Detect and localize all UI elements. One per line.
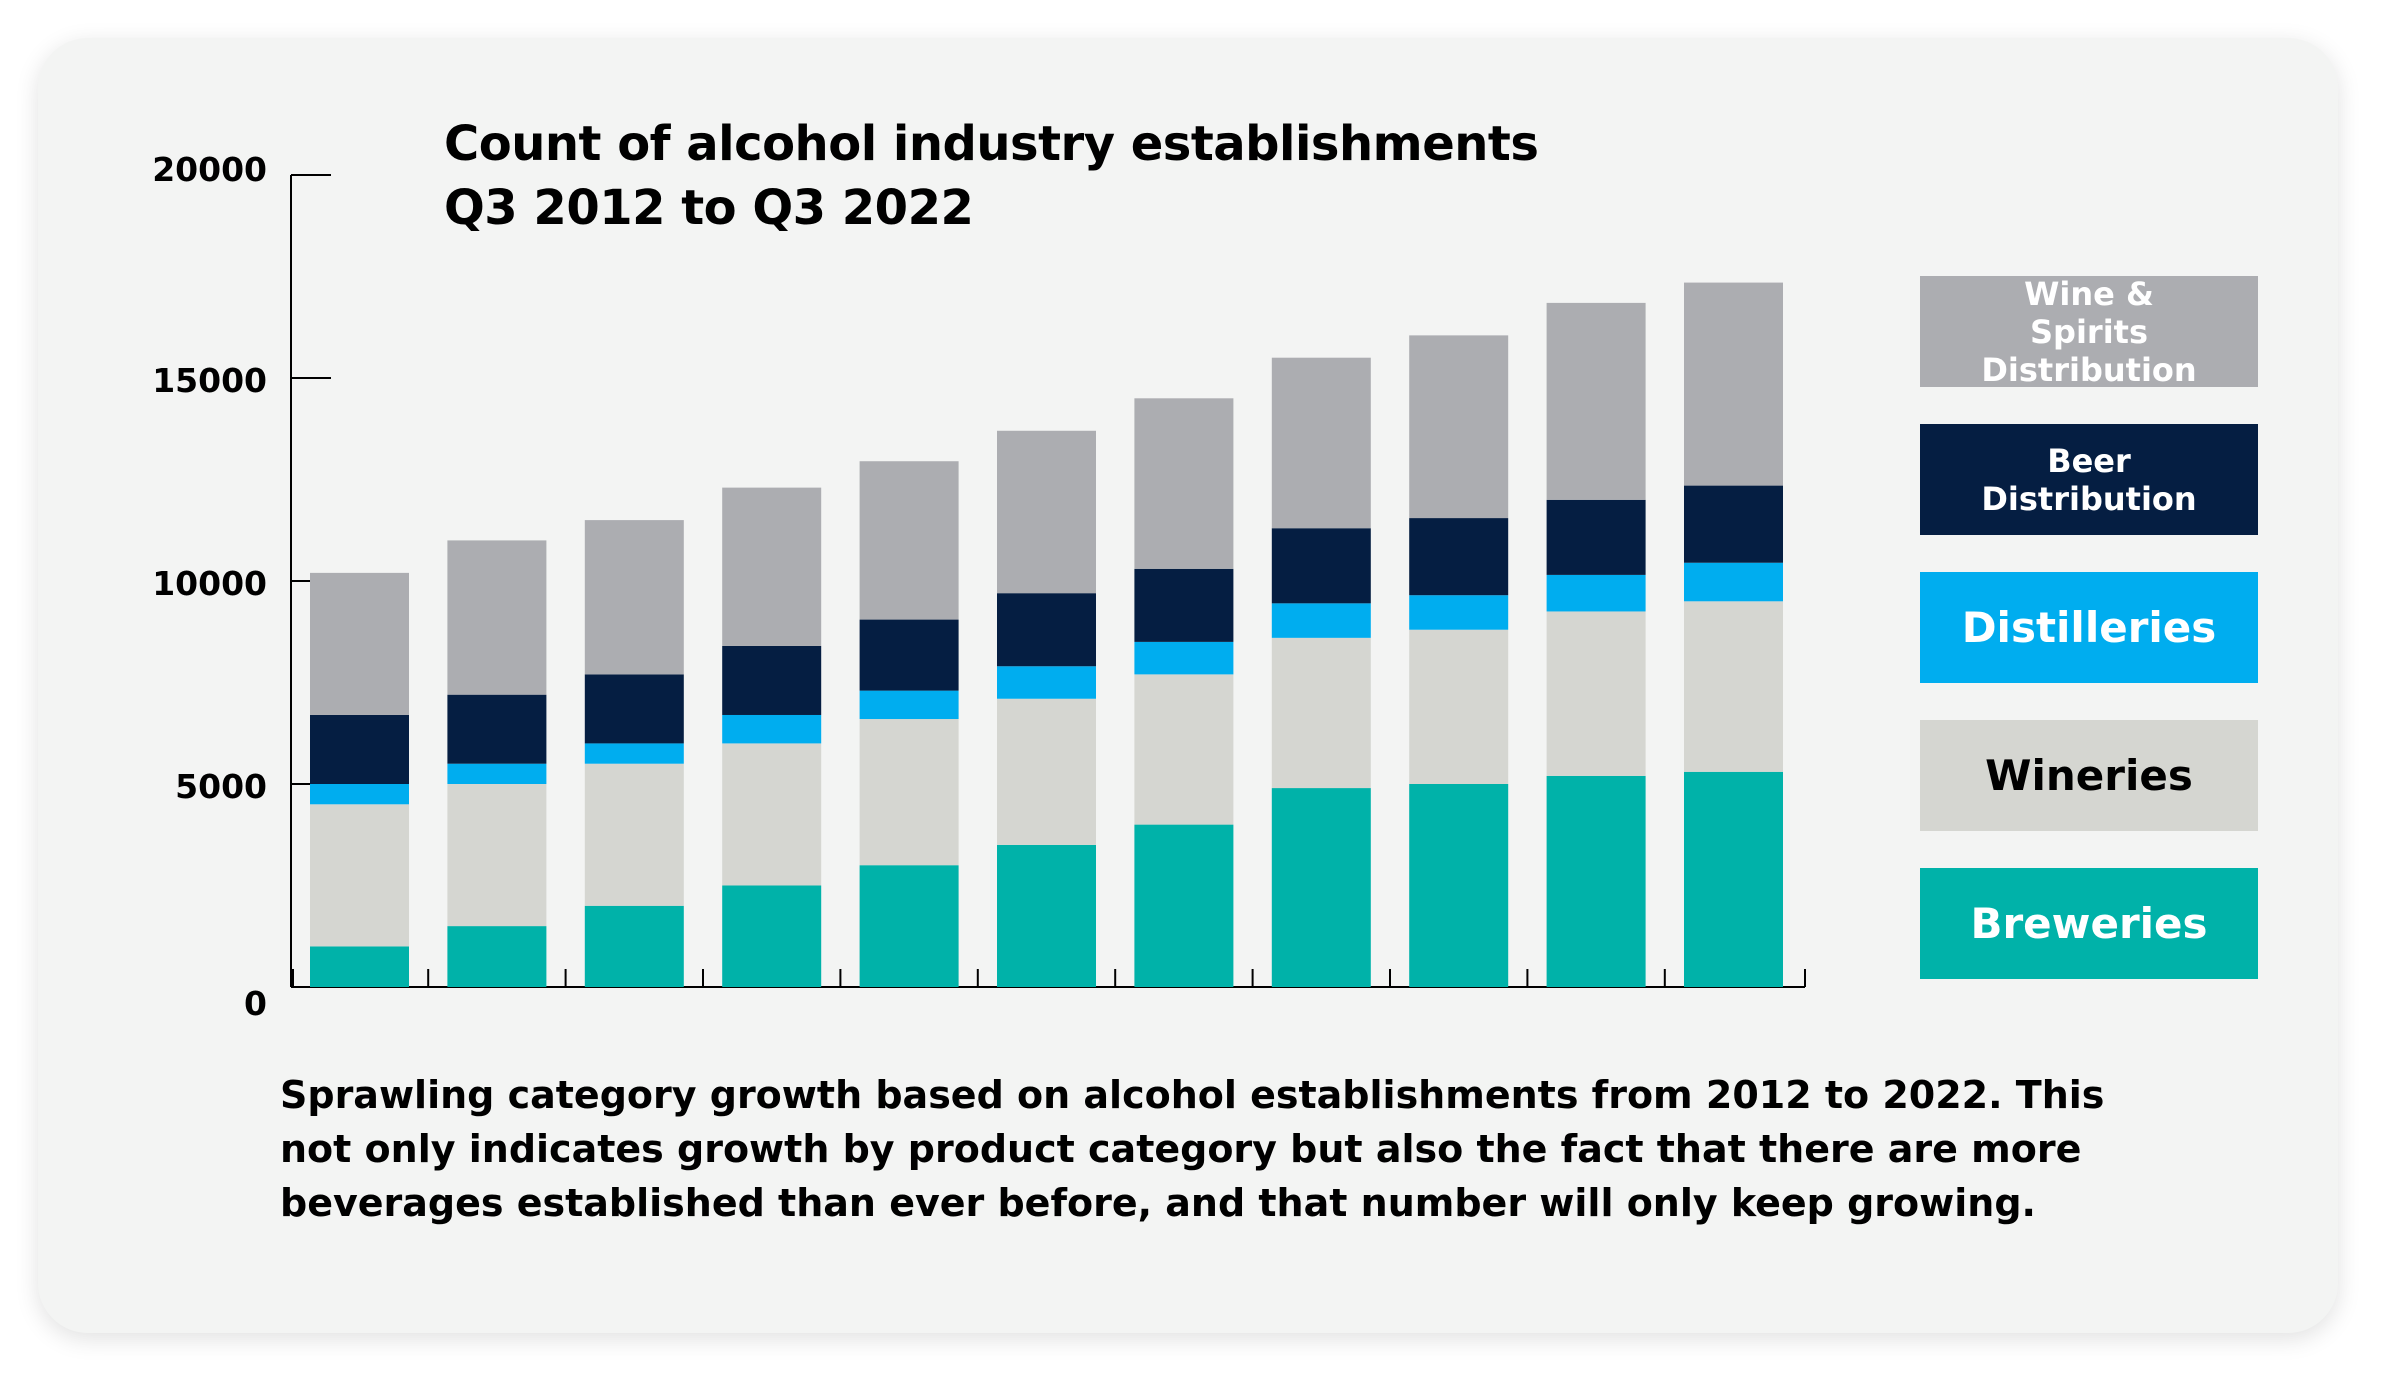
bar-segment-wine-spirits-distribution: Q3 2012 Wine & Spirits Distribution: 350… — [310, 572, 409, 715]
legend-item-wineries: Wineries — [1920, 720, 2258, 831]
bar-segment-beer-distribution: Q3 2016 Beer Distribution: 1750 — [859, 619, 959, 691]
y-tick-label: 20000 — [152, 150, 267, 189]
bar-segment-wineries: Q3 2021 Wineries: 4050 — [1546, 611, 1646, 776]
bar-segment-wineries: Q3 2013 Wineries: 3500 — [447, 784, 547, 927]
bar-segment-beer-distribution: Q3 2022 Beer Distribution: 1900 — [1684, 485, 1783, 563]
bar-segment-beer-distribution: Q3 2017 Beer Distribution: 1800 — [997, 593, 1096, 667]
legend-label: Wine & Spirits Distribution — [1981, 274, 2197, 389]
chart-subtitle: Q3 2012 to Q3 2022 — [444, 180, 974, 236]
bar-segment-distilleries: Q3 2019 Distilleries: 850 — [1271, 603, 1371, 638]
bar-segment-wineries: Q3 2014 Wineries: 3500 — [584, 763, 684, 906]
legend-label: Breweries — [1970, 898, 2208, 948]
bar-segment-wineries: Q3 2015 Wineries: 3500 — [722, 743, 822, 886]
bar-segment-wine-spirits-distribution: Q3 2015 Wine & Spirits Distribution: 390… — [722, 487, 822, 646]
bar-segment-wine-spirits-distribution: Q3 2021 Wine & Spirits Distribution: 485… — [1546, 302, 1646, 500]
bar-segment-beer-distribution: Q3 2021 Beer Distribution: 1850 — [1546, 499, 1646, 575]
chart-title: Count of alcohol industry establishments… — [444, 112, 1539, 240]
bar-segment-distilleries: Q3 2015 Distilleries: 700 — [722, 714, 822, 744]
bar-segment-wineries: Q3 2018 Wineries: 3700 — [1134, 674, 1234, 825]
bar-segment-wine-spirits-distribution: Q3 2022 Wine & Spirits Distribution: 500… — [1684, 282, 1783, 486]
bar-segment-wine-spirits-distribution: Q3 2017 Wine & Spirits Distribution: 400… — [997, 430, 1096, 594]
bar-segment-wine-spirits-distribution: Q3 2019 Wine & Spirits Distribution: 420… — [1271, 357, 1371, 529]
bar-segment-wineries: Q3 2016 Wineries: 3600 — [859, 719, 959, 866]
bar-segment-distilleries: Q3 2022 Distilleries: 950 — [1684, 562, 1783, 602]
bar-segment-distilleries: Q3 2018 Distilleries: 800 — [1134, 641, 1234, 675]
bar-segment-wineries: Q3 2012 Wineries: 3500 — [310, 804, 409, 947]
bar-segment-breweries: Q3 2016 Breweries: 3000 — [859, 865, 959, 987]
y-tick-label: 15000 — [152, 361, 267, 400]
legend-item-breweries: Breweries — [1920, 868, 2258, 979]
bar-segment-wineries: Q3 2020 Wineries: 3800 — [1409, 629, 1509, 784]
bar-segment-wineries: Q3 2022 Wineries: 4200 — [1684, 601, 1783, 772]
bar-segment-distilleries: Q3 2014 Distilleries: 500 — [584, 743, 684, 764]
bar-segment-wineries: Q3 2017 Wineries: 3600 — [997, 698, 1096, 845]
legend-item-distilleries: Distilleries — [1920, 572, 2258, 683]
bar-segment-beer-distribution: Q3 2018 Beer Distribution: 1800 — [1134, 568, 1234, 642]
bar-segment-wine-spirits-distribution: Q3 2020 Wine & Spirits Distribution: 450… — [1409, 335, 1509, 519]
bar-segment-breweries: Q3 2022 Breweries: 5300 — [1684, 771, 1783, 987]
legend-label: Distilleries — [1961, 602, 2217, 652]
bar-segment-beer-distribution: Q3 2014 Beer Distribution: 1700 — [584, 674, 684, 744]
bar-segment-distilleries: Q3 2020 Distilleries: 850 — [1409, 595, 1509, 630]
bar-segment-beer-distribution: Q3 2013 Beer Distribution: 1700 — [447, 694, 547, 764]
bar-segment-beer-distribution: Q3 2015 Beer Distribution: 1700 — [722, 645, 822, 715]
bar-segment-distilleries: Q3 2013 Distilleries: 500 — [447, 763, 547, 784]
bar-segment-breweries: Q3 2013 Breweries: 1500 — [447, 926, 547, 987]
bar-segment-wine-spirits-distribution: Q3 2014 Wine & Spirits Distribution: 380… — [584, 520, 684, 675]
y-tick-label: 5000 — [175, 767, 267, 806]
bar-segment-distilleries: Q3 2017 Distilleries: 800 — [997, 666, 1096, 699]
bar-segment-breweries: Q3 2021 Breweries: 5200 — [1546, 775, 1646, 987]
bar-segment-beer-distribution: Q3 2012 Beer Distribution: 1700 — [310, 714, 409, 784]
bar-segment-distilleries: Q3 2016 Distilleries: 700 — [859, 690, 959, 720]
bar-segment-breweries: Q3 2014 Breweries: 2000 — [584, 905, 684, 987]
bar-segment-wineries: Q3 2019 Wineries: 3700 — [1271, 637, 1371, 789]
bar-segment-beer-distribution: Q3 2020 Beer Distribution: 1900 — [1409, 518, 1509, 596]
bar-segment-breweries: Q3 2015 Breweries: 2500 — [722, 885, 822, 987]
legend-label: Wineries — [1985, 750, 2193, 800]
bar-segment-wine-spirits-distribution: Q3 2013 Wine & Spirits Distribution: 380… — [447, 540, 547, 695]
bar-segment-breweries: Q3 2020 Breweries: 5000 — [1409, 784, 1509, 987]
y-tick-label: 10000 — [152, 564, 267, 603]
legend-label: Beer Distribution — [1981, 441, 2197, 518]
bar-segment-wine-spirits-distribution: Q3 2018 Wine & Spirits Distribution: 420… — [1134, 398, 1234, 569]
bar-segment-distilleries: Q3 2012 Distilleries: 500 — [310, 784, 409, 805]
bar-segment-wine-spirits-distribution: Q3 2016 Wine & Spirits Distribution: 390… — [859, 461, 959, 620]
chart-title-line: Count of alcohol industry establishments — [444, 116, 1539, 172]
y-tick-label: 0 — [244, 984, 267, 1023]
bar-segment-breweries: Q3 2019 Breweries: 4900 — [1271, 788, 1371, 987]
chart-caption: Sprawling category growth based on alcoh… — [280, 1073, 2105, 1225]
bar-segment-breweries: Q3 2018 Breweries: 4000 — [1134, 824, 1234, 987]
legend-item-beer-distribution: Beer Distribution — [1920, 424, 2258, 535]
bar-segment-beer-distribution: Q3 2019 Beer Distribution: 1850 — [1271, 528, 1371, 604]
legend-item-wine-spirits-distribution: Wine & Spirits Distribution — [1920, 274, 2258, 389]
bar-segment-breweries: Q3 2017 Breweries: 3500 — [997, 844, 1096, 987]
bar-segment-distilleries: Q3 2021 Distilleries: 900 — [1546, 574, 1646, 612]
bar-segment-breweries: Q3 2012 Breweries: 1000 — [310, 946, 409, 987]
